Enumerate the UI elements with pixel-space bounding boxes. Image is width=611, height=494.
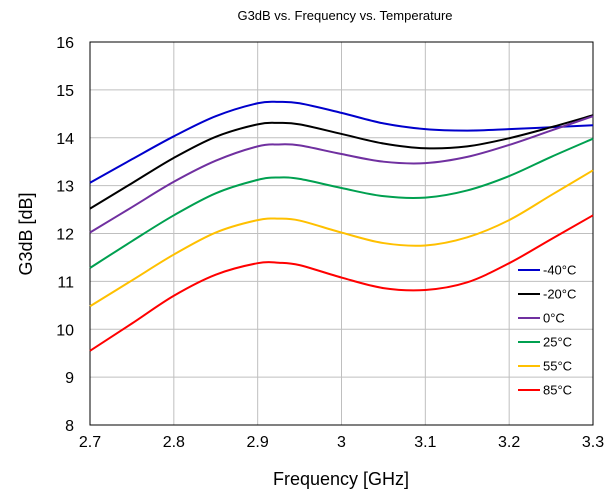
legend-label-2: 0°C — [543, 311, 565, 326]
x-tick-label: 3 — [337, 434, 346, 451]
legend-label-3: 25°C — [543, 335, 572, 350]
series-line-4 — [89, 169, 594, 308]
legend-label-0: -40°C — [543, 263, 576, 278]
x-tick-label: 2.9 — [247, 434, 269, 451]
y-tick-labels: 8 9 10 11 12 13 14 15 16 — [56, 35, 74, 435]
y-tick-label: 12 — [56, 227, 74, 244]
plot-border — [89, 41, 594, 426]
series-line-3 — [89, 137, 594, 269]
y-tick-label: 15 — [56, 83, 74, 100]
x-tick-label: 3.3 — [582, 434, 604, 451]
x-tick-labels: 2.7 2.8 2.9 3 3.1 3.2 3.3 — [79, 434, 604, 451]
y-tick-label: 8 — [65, 418, 74, 435]
y-tick-label: 11 — [57, 274, 74, 291]
y-axis-label: G3dB [dB] — [16, 192, 36, 275]
series-line-1 — [89, 114, 594, 210]
y-tick-label: 13 — [56, 179, 74, 196]
y-tick-label: 14 — [56, 131, 74, 148]
series-line-2 — [89, 115, 594, 234]
series-group — [89, 100, 594, 352]
x-tick-label: 2.8 — [163, 434, 185, 451]
x-tick-label: 3.2 — [498, 434, 520, 451]
y-tick-label: 16 — [56, 35, 74, 52]
series-line-0 — [89, 100, 594, 184]
y-tick-label: 10 — [56, 322, 74, 339]
legend: -40°C -20°C 0°C 25°C 55°C 85°C — [518, 263, 576, 398]
y-tick-label: 9 — [65, 370, 74, 387]
legend-label-5: 85°C — [543, 383, 572, 398]
x-tick-label: 3.1 — [414, 434, 436, 451]
series-line-5 — [89, 214, 594, 352]
x-tick-label: 2.7 — [79, 434, 101, 451]
legend-label-4: 55°C — [543, 359, 572, 374]
x-axis-label: Frequency [GHz] — [273, 469, 409, 489]
chart-title: G3dB vs. Frequency vs. Temperature — [237, 8, 452, 23]
legend-label-1: -20°C — [543, 287, 576, 302]
